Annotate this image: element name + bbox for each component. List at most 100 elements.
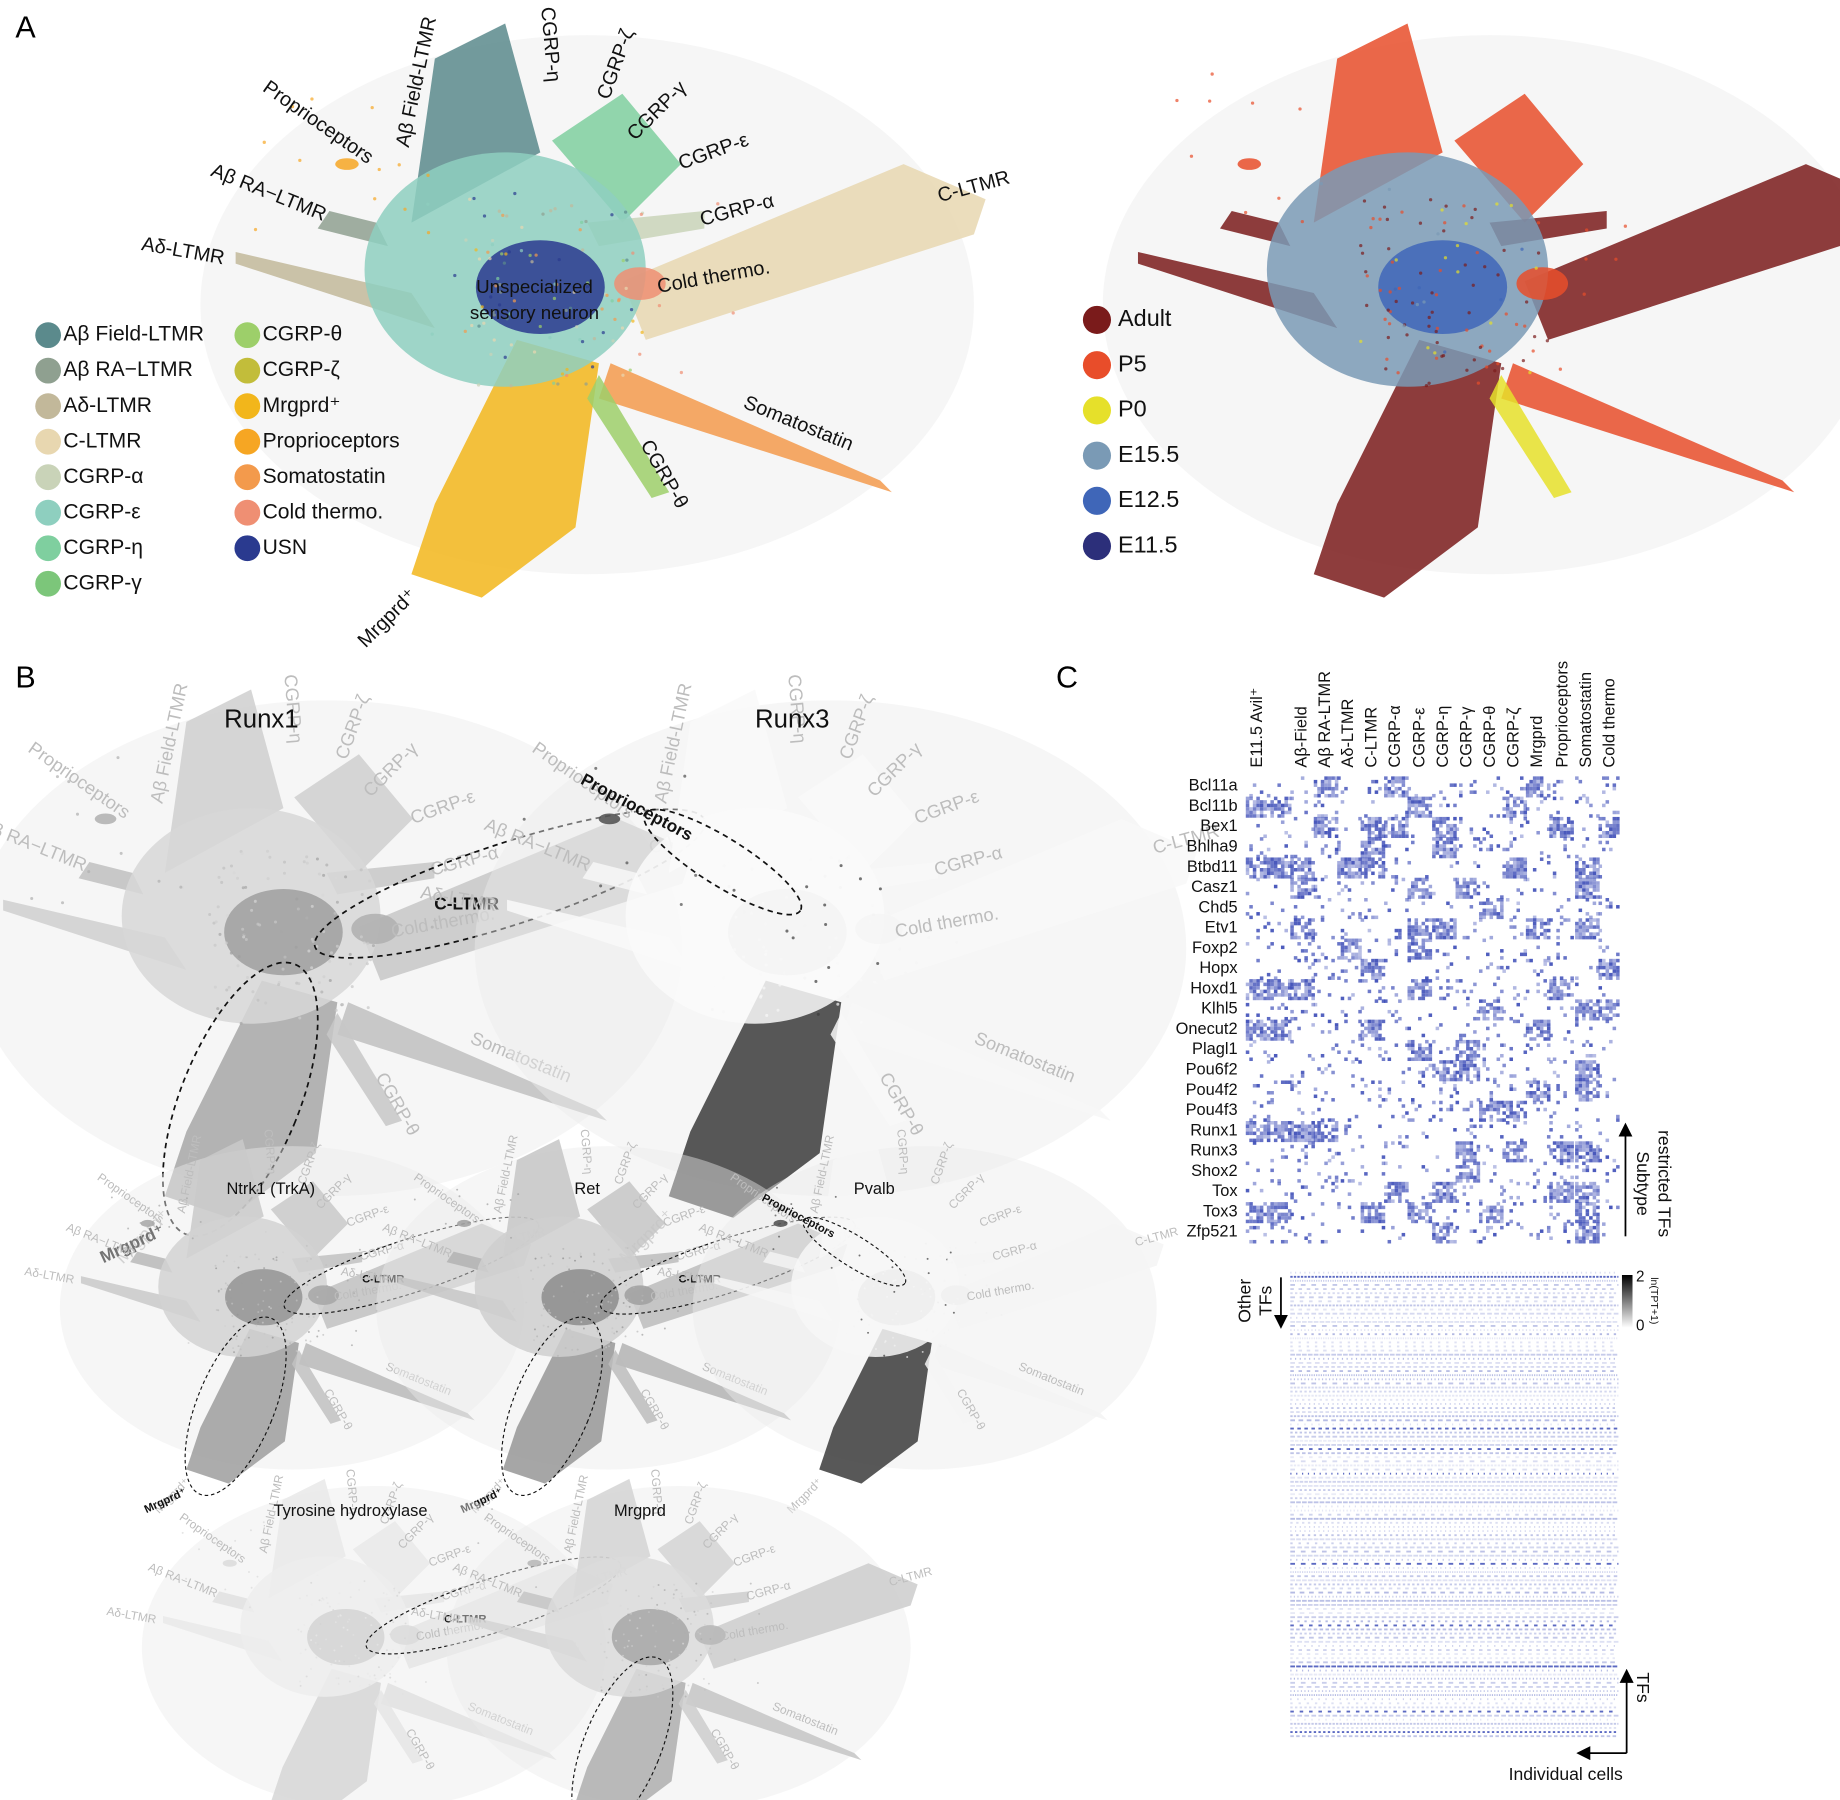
- heatmap-cell: [1516, 1111, 1520, 1115]
- heatmap-cell: [1575, 1145, 1579, 1149]
- cell-dot: [837, 996, 840, 999]
- heatmap-cell: [1263, 1118, 1267, 1122]
- heatmap-cell: [1270, 800, 1274, 804]
- heatmap-cell: [1371, 1220, 1375, 1224]
- heatmap-cell: [1516, 1222, 1520, 1226]
- heatmap-cell: [1556, 1189, 1560, 1193]
- cell-dot: [374, 1674, 376, 1676]
- cell-dot: [625, 1335, 627, 1337]
- cell-dot: [640, 213, 643, 216]
- heatmap-cell: [1453, 1182, 1457, 1186]
- heatmap-cell: [1337, 881, 1341, 885]
- heatmap-cell: [1246, 868, 1250, 872]
- heatmap-cell: [1593, 1017, 1597, 1021]
- cell-dot: [580, 1253, 582, 1255]
- heatmap-cell: [1411, 811, 1415, 815]
- cell-dot: [543, 1303, 545, 1305]
- heatmap-cell: [1294, 993, 1298, 997]
- heatmap-cell: [1425, 888, 1429, 892]
- heatmap-cell: [1466, 1165, 1470, 1169]
- heatmap-cell: [1422, 997, 1426, 1001]
- cell-dot: [1379, 289, 1382, 292]
- cell-dot: [823, 903, 826, 906]
- cell-dot: [943, 1313, 945, 1315]
- cell-dot: [349, 953, 352, 956]
- heatmap-cell: [1439, 1091, 1443, 1095]
- heatmap-cell: [1553, 797, 1557, 801]
- heatmap-cell: [1483, 837, 1487, 841]
- heatmap-cell: [1328, 855, 1332, 859]
- colorbar: [1622, 1275, 1633, 1328]
- heatmap-cell: [1337, 1202, 1341, 1206]
- heatmap-cell: [1582, 1098, 1586, 1102]
- cell-dot: [565, 1328, 567, 1330]
- cell-dot: [693, 1611, 695, 1613]
- heatmap-cell: [1586, 1006, 1590, 1010]
- heatmap-cell: [1249, 1206, 1253, 1210]
- heatmap-cell: [1361, 969, 1365, 973]
- heatmap-cell: [1446, 1067, 1450, 1071]
- heatmap-cell: [1378, 959, 1382, 963]
- heatmap-cell: [1526, 794, 1530, 798]
- cell-dot: [309, 1273, 311, 1275]
- heatmap-cell: [1575, 892, 1579, 896]
- heatmap-cell: [1351, 864, 1355, 868]
- heatmap-cell: [1391, 1226, 1395, 1230]
- cell-dot: [651, 1259, 653, 1261]
- heatmap-cell: [1277, 804, 1281, 808]
- heatmap-cell: [1371, 916, 1375, 920]
- heatmap-cell: [1422, 1209, 1426, 1213]
- heatmap-cell: [1408, 811, 1412, 815]
- heatmap-cell: [1425, 1209, 1429, 1213]
- heatmap-cell: [1274, 1034, 1278, 1038]
- heatmap-cell: [1246, 983, 1250, 987]
- heatmap-cell: [1277, 1135, 1281, 1139]
- heatmap-cell: [1277, 1206, 1281, 1210]
- heatmap-cell: [1408, 929, 1412, 933]
- heatmap-cell: [1422, 1058, 1426, 1062]
- heatmap-cell: [1470, 905, 1474, 909]
- heatmap-cell: [1524, 1121, 1528, 1125]
- cell-dot: [955, 1247, 957, 1249]
- heatmap-cell: [1274, 1027, 1278, 1031]
- heatmap-cell: [1324, 1091, 1328, 1095]
- gene-label: Runx1: [1190, 1121, 1237, 1139]
- cell-dot: [1510, 204, 1513, 207]
- heatmap-cell: [1422, 986, 1426, 990]
- cell-dot: [923, 1271, 925, 1273]
- heatmap-cell: [1466, 1159, 1470, 1163]
- heatmap-cell: [1567, 1141, 1571, 1145]
- cell-dot: [836, 1003, 839, 1006]
- heatmap-cell: [1436, 1182, 1440, 1186]
- heatmap-cell: [1547, 1020, 1551, 1024]
- axis-label: restricted TFs: [1654, 1130, 1674, 1237]
- heatmap-cell: [1429, 1047, 1433, 1051]
- heatmap-cell: [1526, 959, 1530, 963]
- cell-dot: [615, 1673, 617, 1675]
- cell-dot: [639, 1617, 641, 1619]
- heatmap-cell: [1500, 905, 1504, 909]
- heatmap-cell: [1391, 986, 1395, 990]
- heatmap-cell: [1596, 922, 1600, 926]
- heatmap-cell: [1520, 875, 1524, 879]
- heatmap-cell: [1616, 976, 1620, 980]
- heatmap-cell: [1593, 1209, 1597, 1213]
- heatmap-cell: [1274, 1206, 1278, 1210]
- cell-dot: [365, 1013, 368, 1016]
- heatmap-cell: [1408, 997, 1412, 1001]
- heatmap-cell: [1256, 824, 1260, 828]
- cell-dot: [257, 1321, 259, 1323]
- heatmap-cell: [1277, 1220, 1281, 1224]
- heatmap-cell: [1579, 1202, 1583, 1206]
- cell-dot: [949, 1247, 951, 1249]
- heatmap-cell: [1609, 1040, 1613, 1044]
- cell-dot: [283, 872, 286, 875]
- heatmap-cell: [1593, 1196, 1597, 1200]
- heatmap-cell: [1582, 1222, 1586, 1226]
- heatmap-cell: [1553, 1192, 1557, 1196]
- heatmap-cell: [1497, 1209, 1501, 1213]
- heatmap-cell: [1341, 864, 1345, 868]
- heatmap-cell: [1256, 804, 1260, 808]
- heatmap-cell: [1453, 936, 1457, 940]
- cell-dot: [873, 1285, 875, 1287]
